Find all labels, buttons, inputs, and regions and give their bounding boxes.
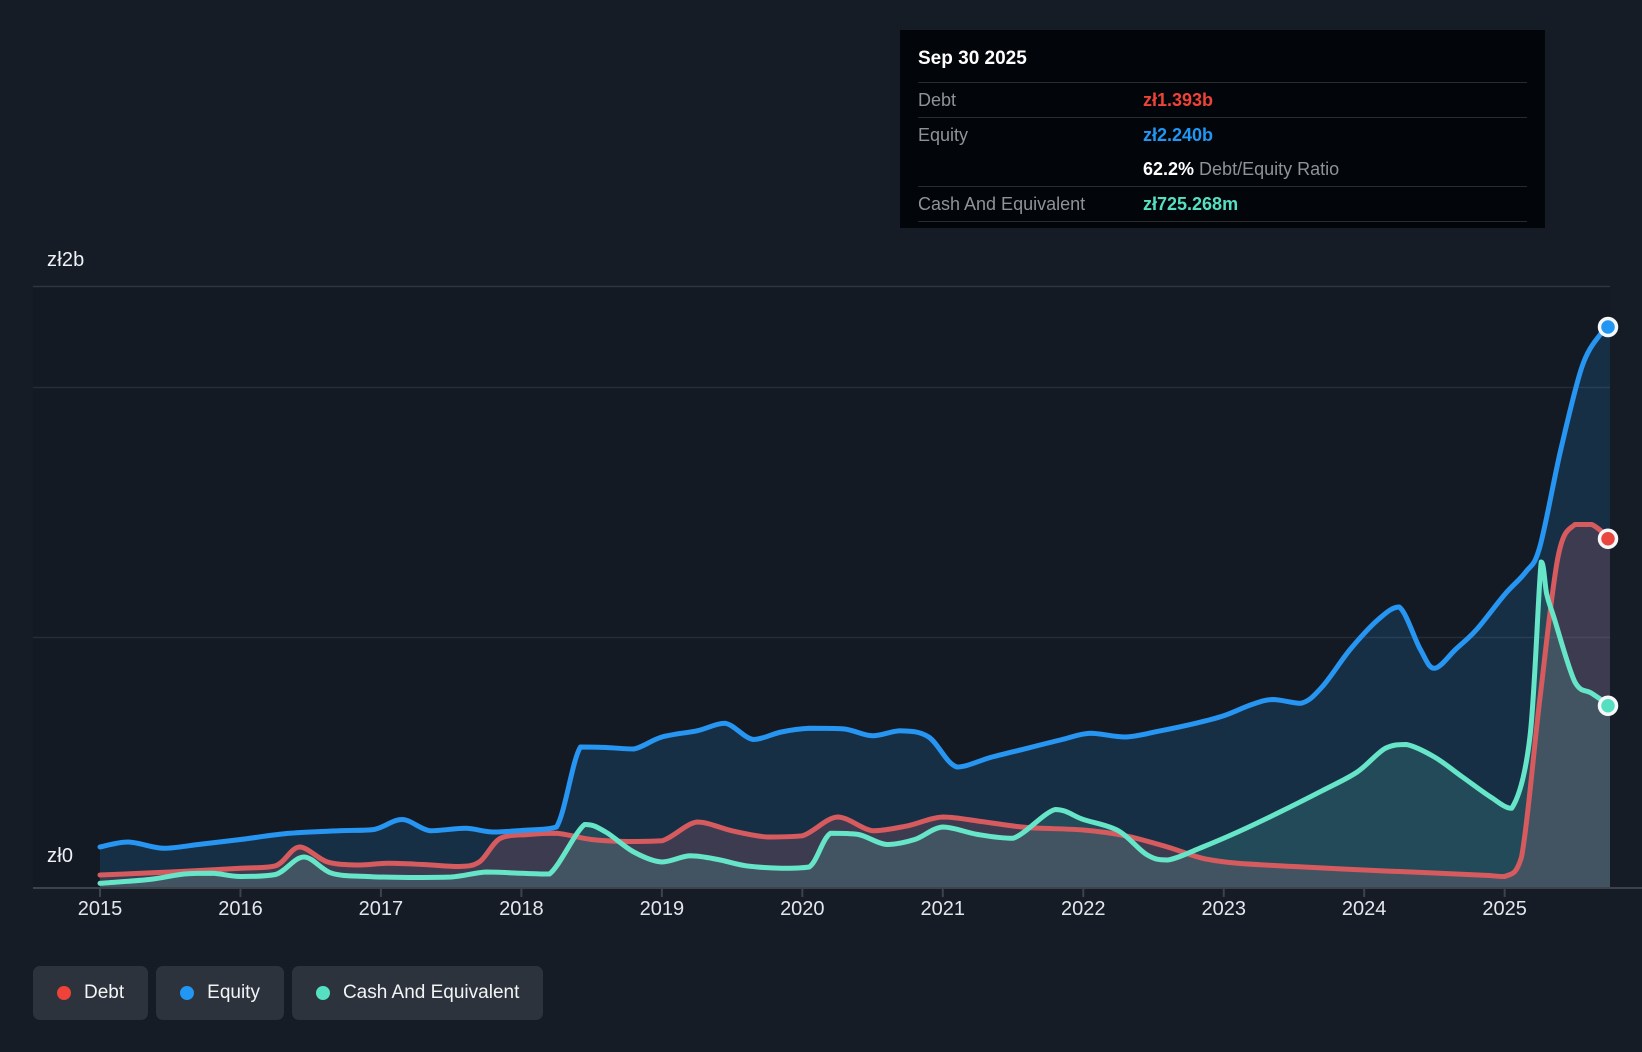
tooltip-row-cash: Cash And Equivalent zł725.268m bbox=[918, 186, 1527, 222]
cash-series-dot-icon bbox=[316, 986, 330, 1000]
tooltip-row-equity: Equity zł2.240b bbox=[918, 117, 1527, 152]
tooltip-date: Sep 30 2025 bbox=[918, 42, 1527, 82]
tooltip-row-ratio: 62.2% Debt/Equity Ratio bbox=[918, 152, 1527, 186]
equity-series-dot-icon bbox=[180, 986, 194, 1000]
tooltip-row-debt: Debt zł1.393b bbox=[918, 82, 1527, 117]
x-axis-label-2015: 2015 bbox=[55, 898, 145, 921]
x-axis-label-2023: 2023 bbox=[1179, 898, 1269, 921]
tooltip-equity-label: Equity bbox=[918, 125, 1143, 146]
x-axis-label-2016: 2016 bbox=[195, 898, 285, 921]
x-axis-label-2017: 2017 bbox=[336, 898, 426, 921]
x-axis-label-2024: 2024 bbox=[1319, 898, 1409, 921]
legend-cash-label: Cash And Equivalent bbox=[343, 982, 519, 1004]
tooltip-debt-label: Debt bbox=[918, 90, 1143, 111]
cash-and-equivalent-last-point-marker bbox=[1600, 697, 1617, 714]
equity-last-point-marker bbox=[1600, 319, 1617, 336]
debt-last-point-marker bbox=[1600, 530, 1617, 547]
x-axis-label-2021: 2021 bbox=[898, 898, 988, 921]
legend-debt-label: Debt bbox=[84, 982, 124, 1004]
tooltip-ratio: 62.2% Debt/Equity Ratio bbox=[1143, 159, 1339, 180]
y-axis-label-0: zł0 bbox=[47, 845, 73, 868]
y-axis-label-2b: zł2b bbox=[47, 249, 85, 272]
x-axis-label-2025: 2025 bbox=[1460, 898, 1550, 921]
x-axis-label-2020: 2020 bbox=[757, 898, 847, 921]
tooltip-ratio-label: Debt/Equity Ratio bbox=[1194, 159, 1339, 179]
legend-item-cash[interactable]: Cash And Equivalent bbox=[292, 966, 543, 1020]
x-axis-label-2018: 2018 bbox=[476, 898, 566, 921]
x-axis-label-2019: 2019 bbox=[617, 898, 707, 921]
chart-tooltip: Sep 30 2025 Debt zł1.393b Equity zł2.240… bbox=[900, 30, 1545, 228]
debt-series-dot-icon bbox=[57, 986, 71, 1000]
tooltip-ratio-value: 62.2% bbox=[1143, 159, 1194, 179]
tooltip-cash-value: zł725.268m bbox=[1143, 194, 1238, 215]
legend-item-debt[interactable]: Debt bbox=[33, 966, 148, 1020]
legend-equity-label: Equity bbox=[207, 982, 260, 1004]
tooltip-cash-label: Cash And Equivalent bbox=[918, 194, 1143, 215]
chart-legend: Debt Equity Cash And Equivalent bbox=[33, 966, 543, 1020]
debt-equity-history-page: zł2b zł0 2015 2016 2017 2018 2019 2020 2021 202… bbox=[0, 0, 1642, 1052]
x-axis-label-2022: 2022 bbox=[1038, 898, 1128, 921]
tooltip-debt-value: zł1.393b bbox=[1143, 90, 1213, 111]
tooltip-equity-value: zł2.240b bbox=[1143, 125, 1213, 146]
legend-item-equity[interactable]: Equity bbox=[156, 966, 284, 1020]
